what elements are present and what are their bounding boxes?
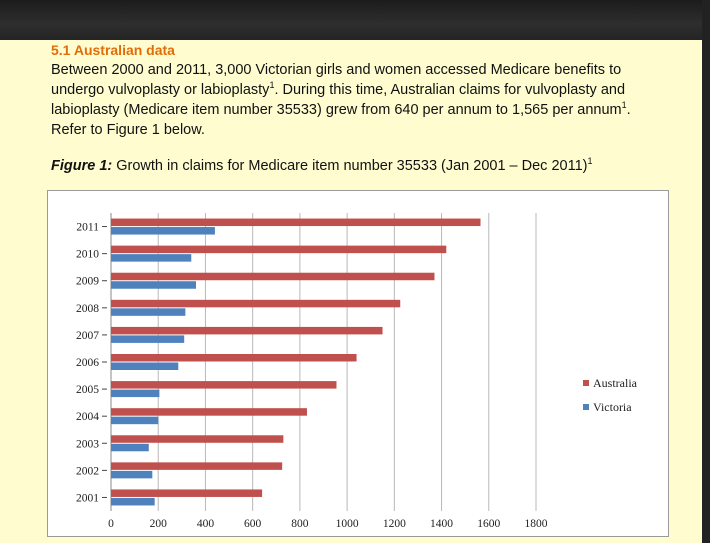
category-label: 2002 xyxy=(76,465,99,477)
category-label: 2005 xyxy=(76,384,99,396)
paragraph-line: labioplasty (Medicare item number 35533)… xyxy=(51,102,622,118)
x-tick-label: 1800 xyxy=(525,518,548,530)
paragraph-line: . During this time, Australian claims fo… xyxy=(274,82,626,98)
citation-mark: 1 xyxy=(587,156,593,167)
bar-victoria xyxy=(111,227,215,235)
legend-label-victoria: Victoria xyxy=(593,400,632,414)
category-label: 2001 xyxy=(76,492,99,504)
x-tick-label: 800 xyxy=(291,518,309,530)
category-label: 2008 xyxy=(76,303,99,315)
legend-label-australia: Australia xyxy=(593,376,638,390)
section-heading: 5.1 Australian data xyxy=(51,42,175,58)
category-label: 2004 xyxy=(76,411,99,423)
x-tick-label: 600 xyxy=(244,518,262,530)
bar-australia xyxy=(111,245,447,254)
paragraph-line: Refer to Figure 1 below. xyxy=(51,122,205,138)
section-paragraph: Between 2000 and 2011, 3,000 Victorian g… xyxy=(51,60,691,140)
chart-frame: 2011 2010 2009 2008 2007 2006 2005 2004 2003 2002… xyxy=(47,190,669,537)
category-label: 2003 xyxy=(76,438,99,450)
bar-australia xyxy=(111,326,383,335)
bar-australia xyxy=(111,408,307,416)
x-tick-label: 200 xyxy=(150,518,168,530)
bar-victoria xyxy=(111,254,192,262)
legend-swatch-australia xyxy=(583,380,589,386)
category-label: 2011 xyxy=(76,222,99,234)
bar-victoria xyxy=(111,389,160,398)
bar-australia xyxy=(111,354,357,362)
x-tick-label: 1200 xyxy=(383,518,406,530)
figure-caption: Figure 1: Growth in claims for Medicare … xyxy=(51,156,593,176)
bar-australia xyxy=(111,489,263,497)
x-tick-label: 0 xyxy=(108,518,114,530)
legend-swatch-victoria xyxy=(583,404,589,410)
bar-victoria xyxy=(111,416,159,425)
paragraph-line: . xyxy=(626,102,631,118)
section-text: 5.1 Australian data Between 2000 and 201… xyxy=(51,40,691,140)
figure-caption-text: Growth in claims for Medicare item numbe… xyxy=(112,158,588,174)
bar-victoria xyxy=(111,281,196,289)
citation-mark: 1 xyxy=(269,80,275,91)
bar-victoria xyxy=(111,335,185,343)
category-label: 2010 xyxy=(76,249,99,261)
bar-australia xyxy=(111,218,481,227)
right-dark-band xyxy=(702,0,710,543)
top-dark-band xyxy=(0,0,710,40)
bar-victoria xyxy=(111,308,186,316)
paragraph-line: undergo vulvoplasty or labioplasty xyxy=(51,82,270,98)
figure-label: Figure 1: xyxy=(51,158,113,174)
bar-australia xyxy=(111,381,337,389)
category-label: 2006 xyxy=(76,357,99,369)
bar-chart: 2011201020092008200720062005200420032002… xyxy=(76,213,638,530)
paragraph-line: Between 2000 and 2011, 3,000 Victorian g… xyxy=(51,62,622,78)
category-label: 2007 xyxy=(76,330,99,342)
x-tick-label: 400 xyxy=(197,518,215,530)
x-tick-label: 1600 xyxy=(477,518,500,530)
bar-australia xyxy=(111,435,284,443)
document-page: 5.1 Australian data Between 2000 and 201… xyxy=(0,40,702,543)
bar-australia xyxy=(111,462,283,470)
citation-mark: 1 xyxy=(621,100,627,111)
bar-victoria xyxy=(111,443,149,452)
bar-australia xyxy=(111,272,435,281)
x-tick-label: 1000 xyxy=(336,518,359,530)
category-label: 2009 xyxy=(76,276,99,288)
bar-victoria xyxy=(111,362,179,370)
x-tick-label: 1400 xyxy=(430,518,453,530)
bar-victoria xyxy=(111,497,155,506)
bar-victoria xyxy=(111,470,153,479)
bar-australia xyxy=(111,299,401,308)
